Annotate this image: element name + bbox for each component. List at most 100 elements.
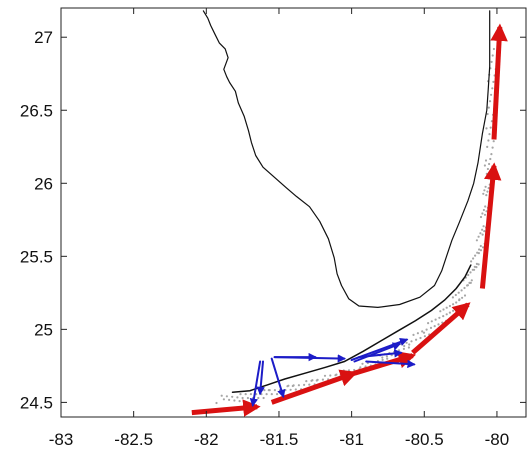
reef-point bbox=[485, 127, 488, 130]
reef-point bbox=[491, 54, 494, 57]
reef-point bbox=[484, 205, 487, 208]
reef-point bbox=[438, 316, 441, 319]
reef-point bbox=[482, 192, 485, 195]
x-tick-label: -80 bbox=[485, 430, 510, 449]
reef-point bbox=[490, 93, 493, 96]
reef-point bbox=[220, 394, 223, 397]
reef-point bbox=[466, 284, 469, 287]
blue-arrow bbox=[249, 360, 262, 407]
reef-point bbox=[479, 244, 482, 248]
reef-point bbox=[469, 271, 472, 274]
red-arrow bbox=[490, 23, 508, 140]
reef-point bbox=[308, 383, 311, 386]
reef-point bbox=[484, 159, 488, 162]
reef-point bbox=[486, 145, 489, 148]
reef-point bbox=[472, 257, 475, 260]
reef-point bbox=[477, 252, 480, 255]
red-arrow bbox=[479, 162, 502, 289]
reef-point bbox=[316, 378, 319, 381]
reef-point bbox=[455, 308, 458, 311]
reef-point bbox=[489, 126, 492, 129]
reef-point bbox=[381, 358, 384, 361]
reef-point bbox=[273, 389, 276, 392]
reef-point bbox=[482, 225, 485, 228]
reef-point bbox=[238, 400, 241, 403]
reef-point bbox=[483, 189, 486, 192]
reef-point bbox=[416, 332, 419, 335]
reef-point bbox=[423, 335, 426, 338]
reef-point bbox=[263, 389, 266, 392]
reef-point bbox=[222, 398, 225, 401]
y-tick-label: 26 bbox=[34, 174, 53, 193]
x-tick-label: -82.5 bbox=[114, 430, 153, 449]
red-arrow bbox=[353, 351, 417, 376]
reef-point bbox=[276, 393, 279, 396]
reef-point bbox=[442, 315, 445, 318]
y-tick-label: 25.5 bbox=[20, 247, 53, 266]
reef-point bbox=[305, 380, 308, 383]
y-tick-label: 25 bbox=[34, 320, 53, 339]
y-tick-label: 27 bbox=[34, 28, 53, 47]
reef-point bbox=[487, 106, 490, 109]
reef-point bbox=[483, 213, 487, 216]
reef-point bbox=[485, 210, 488, 213]
reef-point bbox=[470, 279, 473, 282]
x-tick-label: -80.5 bbox=[405, 430, 444, 449]
x-tick-label: -83 bbox=[49, 430, 74, 449]
reef-point bbox=[467, 273, 470, 277]
reef-point bbox=[284, 389, 287, 392]
reef-point bbox=[433, 325, 436, 328]
reef-point bbox=[323, 374, 327, 377]
reef-point bbox=[303, 383, 306, 386]
reef-point bbox=[412, 333, 415, 336]
reef-point bbox=[460, 289, 463, 292]
x-tick-label: -82 bbox=[194, 430, 219, 449]
reef-point bbox=[289, 388, 292, 391]
reef-point bbox=[429, 326, 433, 329]
reef-point bbox=[270, 393, 273, 396]
reef-point bbox=[486, 112, 489, 116]
reef-point bbox=[490, 60, 493, 64]
reef-point bbox=[479, 232, 482, 235]
reef-point bbox=[427, 322, 430, 325]
blue-arrow bbox=[365, 359, 416, 369]
reef-point bbox=[488, 133, 491, 136]
reef-point bbox=[474, 254, 477, 257]
reef-point bbox=[458, 299, 461, 302]
reef-point bbox=[215, 401, 218, 405]
reef-point bbox=[470, 260, 473, 263]
reef-point bbox=[434, 318, 437, 321]
reef-point bbox=[268, 389, 271, 392]
reef-point bbox=[347, 369, 351, 372]
reef-point bbox=[361, 362, 364, 365]
reef-point bbox=[410, 340, 413, 343]
reef-point bbox=[471, 268, 474, 271]
reef-point bbox=[481, 228, 484, 231]
reef-point bbox=[407, 346, 410, 349]
reef-point bbox=[475, 239, 478, 242]
reef-point bbox=[491, 87, 494, 90]
reef-point bbox=[405, 341, 408, 344]
reef-point bbox=[486, 167, 489, 171]
reef-point bbox=[468, 281, 471, 284]
reef-point bbox=[311, 379, 314, 382]
reef-point bbox=[445, 313, 448, 316]
reef-point bbox=[489, 157, 492, 161]
reef-point bbox=[430, 320, 433, 323]
reef-point bbox=[233, 399, 236, 402]
keys-layer bbox=[231, 264, 472, 393]
blue-arrow bbox=[270, 357, 286, 399]
reef-point bbox=[364, 365, 367, 368]
reef-point bbox=[257, 396, 260, 400]
reef-point bbox=[236, 396, 239, 399]
reef-point bbox=[246, 396, 249, 400]
reef-point bbox=[484, 185, 487, 188]
reef-point bbox=[486, 190, 489, 193]
blue-arrows-layer bbox=[249, 337, 416, 407]
plot-frame bbox=[60, 7, 527, 418]
reef-point bbox=[243, 400, 246, 403]
red-arrows-layer bbox=[191, 23, 508, 417]
reef-point bbox=[481, 212, 484, 215]
reef-point bbox=[403, 344, 406, 348]
blue-arrow bbox=[357, 349, 403, 359]
